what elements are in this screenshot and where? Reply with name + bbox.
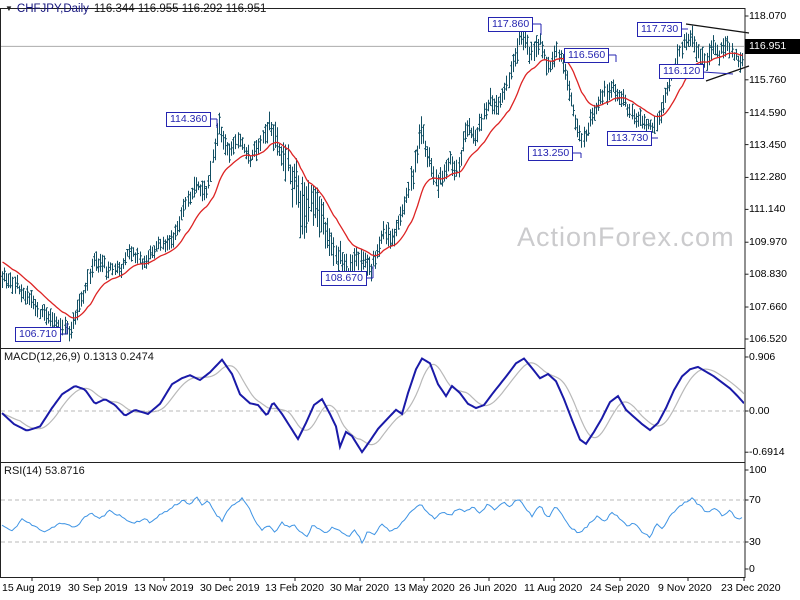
- date-label: 13 May 2020: [394, 582, 455, 594]
- date-label: 30 Sep 2019: [68, 582, 128, 594]
- chart-title: ▼ CHFJPY,Daily 116.344 116.955 116.292 116…: [5, 3, 266, 15]
- price-axis-label: 113.450: [749, 138, 787, 151]
- macd-indicator-label: MACD(12,26,9) 0.1313 0.2474: [4, 351, 154, 363]
- macd-axis-label: 0.906: [749, 351, 776, 363]
- price-callout[interactable]: 116.560: [564, 48, 610, 63]
- price-axis-label: 118.070: [749, 10, 787, 22]
- symbol-timeframe-label: CHFJPY,Daily: [16, 3, 89, 15]
- ohlc-values: 116.344 116.955 116.292 116.951: [93, 3, 267, 15]
- rsi-axis-label: 0: [749, 563, 755, 575]
- watermark: ActionForex.com: [517, 222, 735, 252]
- price-axis-label: 108.830: [749, 268, 787, 281]
- collapse-triangle-icon[interactable]: ▼: [5, 4, 13, 13]
- price-callout[interactable]: 114.360: [166, 112, 212, 127]
- price-axis-label: 112.280: [749, 171, 787, 184]
- price-callout[interactable]: 106.710: [15, 327, 61, 342]
- price-axis-label: 107.660: [749, 301, 787, 314]
- price-callout[interactable]: 116.120: [659, 64, 705, 79]
- date-label: 15 Aug 2019: [2, 582, 61, 594]
- price-axis-label: 106.520: [749, 333, 787, 345]
- date-label: 9 Nov 2020: [658, 582, 712, 594]
- price-callout[interactable]: 113.250: [528, 146, 574, 161]
- date-label: 30 Mar 2020: [330, 582, 389, 594]
- macd-axis-label: -0.6914: [749, 446, 785, 459]
- price-callout[interactable]: 113.730: [607, 131, 653, 146]
- price-callout[interactable]: 108.670: [321, 271, 367, 286]
- current-price-tag: 116.951: [745, 39, 800, 54]
- rsi-axis-label: 30: [749, 536, 761, 548]
- date-label: 26 Jun 2020: [459, 582, 517, 594]
- date-label: 30 Dec 2019: [200, 582, 260, 594]
- macd-axis-label: 0.00: [749, 405, 770, 417]
- date-label: 23 Dec 2020: [721, 582, 781, 594]
- price-callout[interactable]: 117.860: [488, 17, 534, 32]
- date-label: 11 Aug 2020: [524, 582, 583, 594]
- price-axis-label: 114.590: [749, 106, 787, 119]
- price-axis-label: 111.140: [749, 203, 786, 216]
- date-label: 24 Sep 2020: [590, 582, 650, 594]
- rsi-indicator-label: RSI(14) 53.8716: [4, 465, 85, 477]
- rsi-axis-label: 100: [749, 464, 767, 476]
- date-label: 13 Feb 2020: [265, 582, 324, 594]
- rsi-axis-label: 70: [749, 494, 761, 506]
- date-label: 13 Nov 2019: [134, 582, 194, 594]
- price-axis-label: 115.760: [749, 73, 787, 86]
- price-axis-label: 109.970: [749, 236, 787, 249]
- price-callout[interactable]: 117.730: [637, 22, 683, 37]
